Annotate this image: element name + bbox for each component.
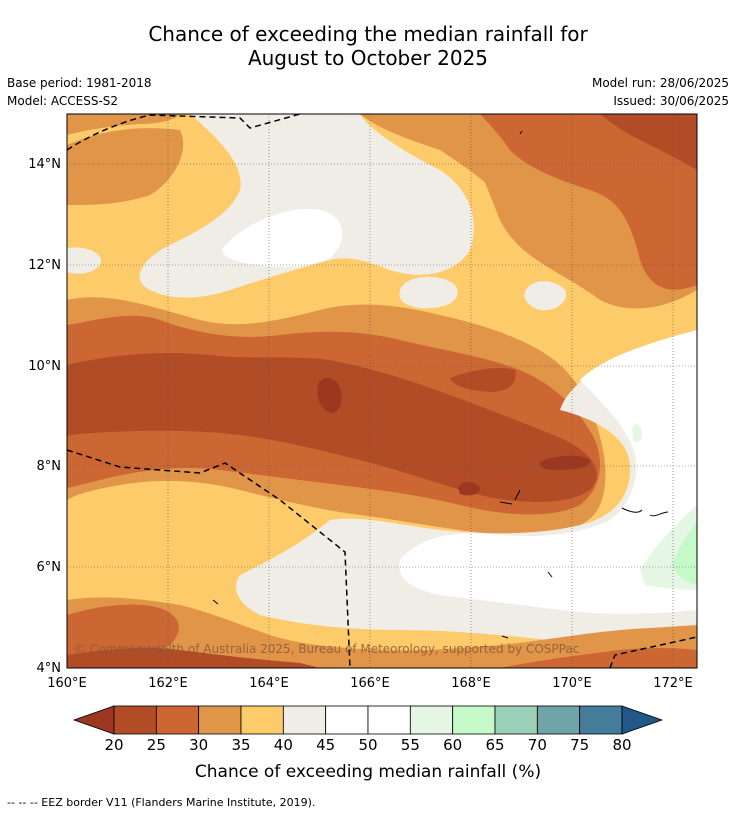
meta-right: Model run: 28/06/2025 Issued: 30/06/2025 [592, 74, 729, 110]
colorbar-cell [113, 705, 157, 735]
lon-tick-label: 160°E [47, 676, 87, 691]
band-20-25-middle [67, 353, 597, 502]
band-30-35-northwest [67, 128, 184, 205]
colorbar-cell [367, 705, 411, 735]
lon-tick-label: 168°E [451, 676, 491, 691]
rainfall-field [67, 114, 697, 668]
issued-date: Issued: 30/06/2025 [613, 94, 729, 108]
eez-footnote: -- -- -- EEZ border V11 (Flanders Marine… [7, 796, 316, 809]
colorbar-cell [409, 705, 454, 735]
band-25-30-southeast [500, 648, 697, 668]
band-60-65-east [672, 522, 697, 585]
band-45-55-north [222, 209, 343, 267]
colorbar-cell [494, 705, 538, 735]
lon-tick-label: 164°E [249, 676, 289, 691]
band-30-35-south [67, 597, 697, 668]
map-title: Chance of exceeding the median rainfall … [0, 22, 736, 70]
colorbar-tick-label: 60 [443, 736, 463, 754]
band-20-25-south [67, 647, 320, 668]
title-line-1: Chance of exceeding the median rainfall … [148, 22, 588, 46]
colorbar-tick-label: 30 [189, 736, 209, 754]
title-line-2: August to October 2025 [247, 46, 489, 70]
copyright-notice: © Commonwealth of Australia 2025, Bureau… [74, 642, 579, 656]
band-20-25-patch [450, 367, 516, 392]
band-40-45-island-2 [524, 281, 566, 311]
colorbar-tick-label: 20 [104, 736, 124, 754]
colorbar-tick-label: 70 [527, 736, 547, 754]
lat-tick-label: 12°N [28, 258, 61, 273]
colorbar-cell [536, 705, 581, 735]
eez-borders [67, 114, 697, 668]
colorbar-tick-label: 45 [316, 736, 336, 754]
colorbar-tick-label: 35 [231, 736, 251, 754]
islands [212, 130, 669, 639]
colorbar-tick-label: 75 [570, 736, 590, 754]
colorbar [72, 705, 664, 735]
band-55-60-dot [632, 424, 642, 443]
longitude-labels: 160°E 162°E 164°E 166°E 168°E 170°E 172°… [47, 676, 693, 691]
colorbar-tick-label: 65 [485, 736, 505, 754]
colorbar-cell [579, 705, 623, 735]
lon-tick-label: 162°E [148, 676, 188, 691]
colorbar-high-arrow [621, 705, 664, 735]
lat-tick-label: 10°N [28, 359, 61, 374]
lat-tick-label: 8°N [37, 459, 62, 474]
colorbar-cell [240, 705, 284, 735]
band-below-20-core [317, 377, 342, 413]
colorbar-tick-label: 40 [273, 736, 293, 754]
colorbar-cell [282, 705, 327, 735]
graticule [67, 114, 697, 668]
band-40-45-island [399, 276, 458, 309]
base-period: Base period: 1981-2018 [7, 76, 152, 90]
lat-tick-label: 6°N [37, 560, 62, 575]
lat-tick-label: 4°N [37, 661, 62, 676]
colorbar-cell [155, 705, 200, 735]
colorbar-tick-label: 80 [612, 736, 632, 754]
lon-tick-label: 166°E [350, 676, 390, 691]
colorbar-tick-label: 55 [400, 736, 420, 754]
colorbar-cell [325, 705, 369, 735]
latitude-labels: 14°N 12°N 10°N 8°N 6°N 4°N [28, 157, 61, 676]
model-run: Model run: 28/06/2025 [591, 76, 729, 90]
lat-tick-label: 14°N [28, 157, 61, 172]
lon-tick-label: 170°E [552, 676, 592, 691]
band-45-55-south [399, 330, 697, 614]
meta-left: Base period: 1981-2018 Model: ACCESS-S2 [7, 74, 152, 110]
colorbar-tick-label: 50 [358, 736, 378, 754]
band-40-45-west-strip [67, 247, 101, 274]
map-frame [66, 113, 698, 669]
colorbar-low-arrow [72, 705, 115, 735]
model-name: Model: ACCESS-S2 [7, 94, 119, 108]
lon-tick-label: 172°E [653, 676, 693, 691]
colorbar-cell [198, 705, 242, 735]
colorbar-cell [452, 705, 496, 735]
band-30-35-northwest-2 [67, 114, 180, 135]
colorbar-tick-label: 25 [146, 736, 166, 754]
band-below-20-south [458, 482, 480, 496]
colorbar-title: Chance of exceeding median rainfall (%) [194, 762, 542, 782]
band-25-30-northeast [480, 114, 697, 290]
band-below-20-east [539, 455, 591, 470]
